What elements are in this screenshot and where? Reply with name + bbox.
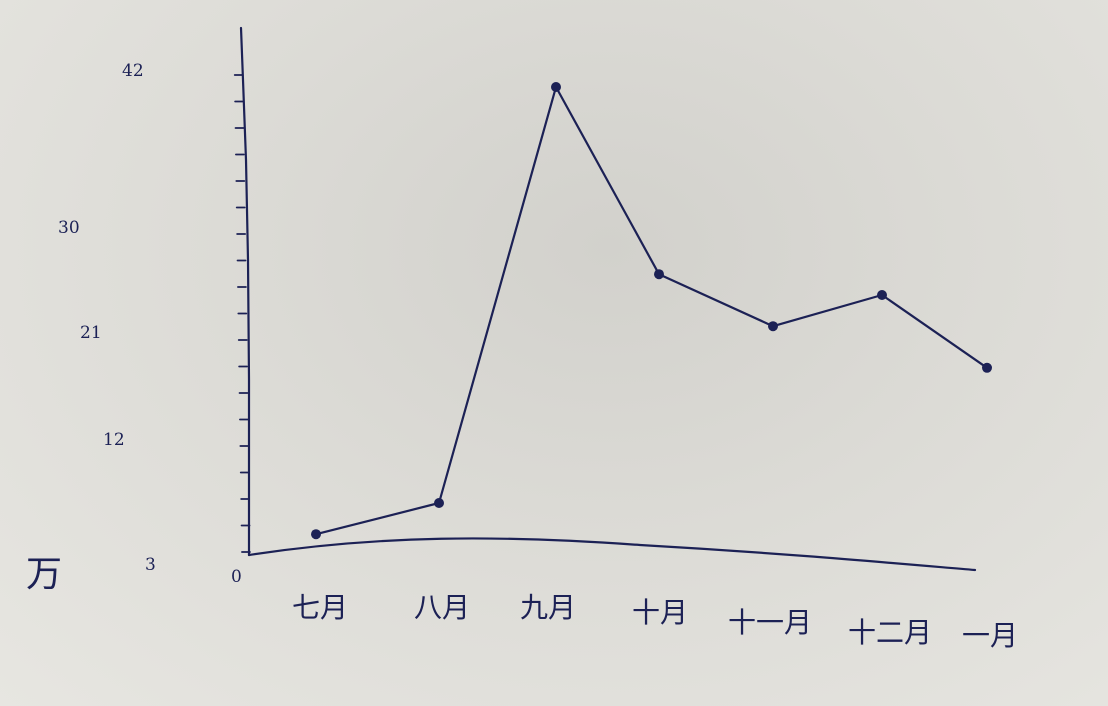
data-point [311, 529, 321, 540]
y-axis-unit-label: 万 [26, 554, 62, 595]
data-point [654, 269, 664, 280]
y-tick-label: 42 [122, 61, 144, 81]
data-point [877, 290, 887, 300]
data-point [551, 82, 561, 92]
series-layer [311, 82, 992, 540]
x-tick-label: 十一月 [728, 606, 812, 639]
y-tick-label: 3 [145, 555, 156, 575]
y-tick-marks [233, 74, 251, 553]
x-tick-label: 一月 [962, 619, 1018, 652]
x-tick-label: 十二月 [848, 616, 932, 649]
y-tick-labels: 3 12 21 30 42 [58, 61, 156, 575]
series-line [314, 85, 989, 536]
x-tick-label: 九月 [520, 591, 576, 624]
x-tick-label: 七月 [292, 591, 348, 624]
y-axis [239, 26, 251, 557]
x-tick-label: 十月 [632, 596, 688, 629]
x-tick-labels: 七月 八月 九月 十月 十一月 十二月 一月 [292, 591, 1018, 652]
origin-label: 0 [231, 567, 242, 587]
y-tick-label: 30 [58, 218, 80, 238]
data-point [982, 362, 992, 373]
y-tick-label: 12 [103, 430, 125, 450]
x-tick-label: 八月 [414, 591, 470, 624]
data-point [768, 321, 778, 332]
y-tick-label: 21 [80, 323, 102, 343]
data-point [434, 498, 444, 508]
x-axis [247, 537, 977, 572]
